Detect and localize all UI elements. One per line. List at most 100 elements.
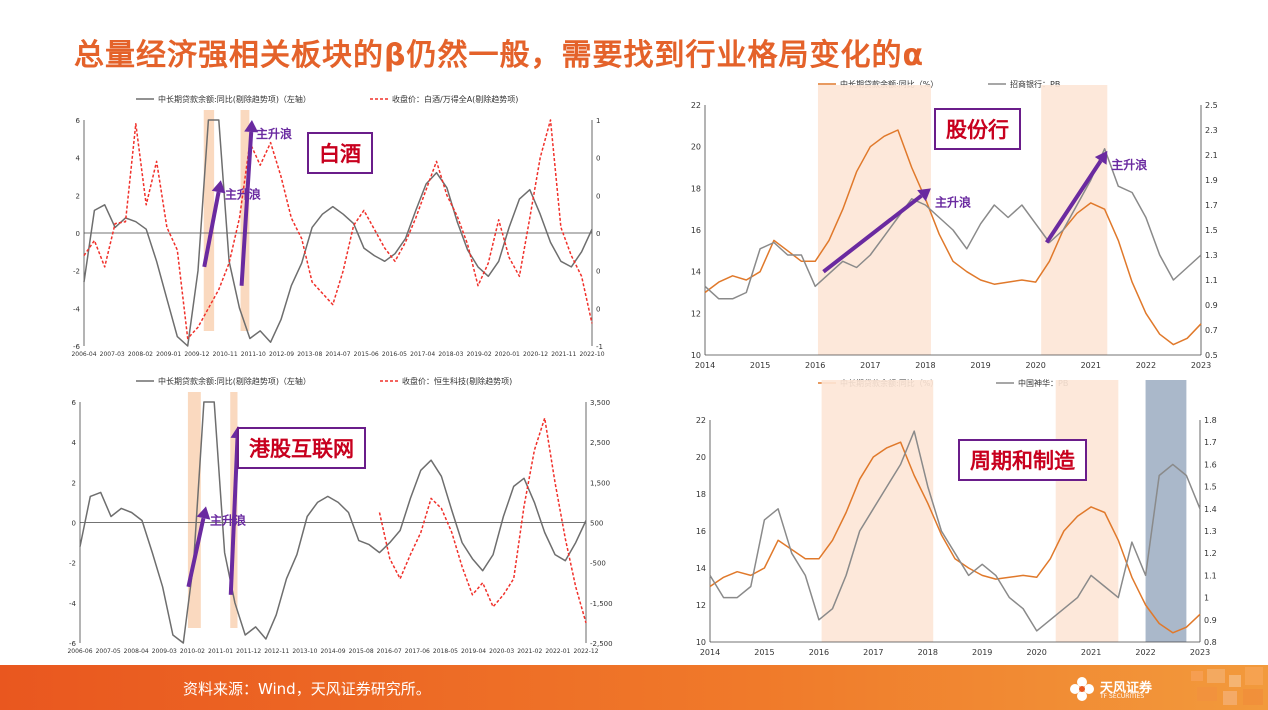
- baijiu-right-tick-1: 0: [596, 155, 600, 163]
- footer-bar: 资料来源：Wind，天风证券研究所。 天风证券 TF SECURITIES: [0, 665, 1268, 710]
- baijiu-left-tick-4: -2: [73, 268, 80, 276]
- bank-legend-label-0: 中长期贷款余额:同比（%）: [840, 79, 938, 89]
- gangu-left-tick-1: 4: [72, 439, 77, 447]
- baijiu-x-tick-10: 2015-06: [354, 351, 379, 358]
- gangu-x-tick-16: 2021-02: [517, 648, 542, 655]
- gangu-left-tick-3: 0: [72, 520, 76, 528]
- baijiu-right-tick-3: 0: [596, 230, 600, 238]
- gangu-x-tick-3: 2009-03: [152, 648, 177, 655]
- bank-trend-arrowhead-1: [1094, 150, 1108, 165]
- chart-bank-tag: 股份行: [934, 108, 1021, 150]
- gangu-trend-arrow-1: [228, 438, 240, 595]
- baijiu-x-tick-17: 2021-11: [551, 351, 576, 358]
- chart-baijiu-svg: 中长期贷款余额:同比(剔除趋势项)（左轴） 收盘价：白酒/万得全A(剔除趋势项) 6…: [71, 94, 604, 358]
- bank-right-tick-5: 1.5: [1205, 226, 1218, 235]
- bank-x-tick-2: 2016: [805, 361, 825, 370]
- bank-x-tick-1: 2015: [750, 361, 770, 370]
- cyclical-right-tick-4: 1.4: [1204, 505, 1217, 514]
- bank-x-tick-8: 2022: [1136, 361, 1156, 370]
- gangu-right-tick-6: -2,500: [590, 640, 613, 648]
- gangu-right-tick-1: 2,500: [590, 439, 610, 447]
- chart-gangu: 中长期贷款余额:同比(剔除趋势项)（左轴） 收盘价：恒生科技(剔除趋势项) 6 4 2 0…: [67, 375, 613, 660]
- cyclical-x-tick-9: 2023: [1190, 648, 1210, 657]
- cyclical-right-tick-2: 1.6: [1204, 460, 1217, 469]
- cyclical-right-tick-0: 1.8: [1204, 416, 1217, 425]
- bank-right-tick-10: 0.5: [1205, 351, 1218, 360]
- logo-name: 天风证券: [1100, 681, 1153, 696]
- gangu-x-tick-18: 2022-12: [573, 648, 598, 655]
- cyclical-right-tick-8: 1: [1204, 594, 1209, 603]
- bank-series-招商银行PB: [704, 148, 1202, 300]
- bank-shaded-region-0: [817, 85, 931, 355]
- chart-bank: 中长期贷款余额:同比（%） 招商银行：PB 22 20 18 16 14 12 10 2.5 2.3…: [678, 78, 1220, 373]
- gangu-legend-label-0: 中长期贷款余额:同比(剔除趋势项)（左轴）: [158, 376, 311, 386]
- cyclical-x-tick-8: 2022: [1135, 648, 1155, 657]
- bank-right-tick-4: 1.7: [1205, 201, 1218, 210]
- cyclical-left-tick-4: 14: [696, 564, 706, 573]
- baijiu-x-tick-13: 2018-03: [438, 351, 463, 358]
- baijiu-x-tick-8: 2013-08: [297, 351, 322, 358]
- cyclical-x-tick-4: 2018: [918, 648, 938, 657]
- cyclical-right-tick-7: 1.1: [1204, 571, 1217, 580]
- baijiu-trend-arrow-1: [239, 131, 254, 286]
- baijiu-left-tick-2: 2: [76, 192, 80, 200]
- gangu-right-tick-3: 500: [590, 520, 603, 528]
- gangu-trend-arrowhead-0: [196, 506, 211, 520]
- cyclical-x-tick-7: 2021: [1081, 648, 1101, 657]
- gangu-left-tick-2: 2: [72, 479, 76, 487]
- baijiu-right-tick-2: 0: [596, 192, 600, 200]
- baijiu-x-tick-18: 2022-10: [579, 351, 604, 358]
- gangu-x-tick-6: 2011-12: [236, 648, 261, 655]
- gangu-x-tick-2: 2008-04: [124, 648, 149, 655]
- bank-left-tick-5: 12: [691, 309, 701, 318]
- baijiu-x-tick-3: 2009-01: [156, 351, 181, 358]
- baijiu-right-tick-4: 0: [596, 268, 600, 276]
- bank-series-贷款同比: [704, 129, 1202, 346]
- bank-x-tick-7: 2021: [1081, 361, 1101, 370]
- baijiu-x-tick-12: 2017-04: [410, 351, 435, 358]
- bank-right-tick-8: 0.9: [1205, 301, 1218, 310]
- gangu-x-tick-7: 2012-11: [264, 648, 289, 655]
- baijiu-x-tick-5: 2010-11: [213, 351, 238, 358]
- bank-shaded-region-1: [1041, 85, 1108, 355]
- baijiu-left-tick-3: 0: [76, 230, 80, 238]
- baijiu-left-tick-5: -4: [73, 305, 81, 313]
- baijiu-arrow-label-0: 主升浪: [225, 186, 261, 201]
- flower-icon: [1070, 677, 1094, 701]
- chart-bank-svg: 中长期贷款余额:同比（%） 招商银行：PB222018161412102.52.3…: [691, 79, 1218, 370]
- baijiu-x-tick-4: 2009-12: [184, 351, 209, 358]
- source-note: 资料来源：Wind，天风证券研究所。: [183, 680, 431, 698]
- baijiu-x-tick-16: 2020-12: [523, 351, 548, 358]
- logo-subtitle: TF SECURITIES: [1100, 693, 1145, 700]
- cyclical-shaded-region-1: [1055, 380, 1119, 642]
- bank-right-tick-3: 1.9: [1205, 176, 1218, 185]
- gangu-left-tick-6: -6: [69, 640, 77, 648]
- bank-x-tick-9: 2023: [1191, 361, 1211, 370]
- gangu-left-tick-5: -4: [69, 600, 77, 608]
- cyclical-x-tick-5: 2019: [972, 648, 992, 657]
- gangu-x-tick-14: 2019-04: [461, 648, 486, 655]
- bank-left-tick-0: 22: [691, 101, 701, 110]
- baijiu-shaded-region-0: [203, 110, 215, 331]
- gangu-x-tick-5: 2011-01: [208, 648, 233, 655]
- gangu-left-tick-0: 6: [72, 399, 77, 407]
- gangu-legend-label-1: 收盘价：恒生科技(剔除趋势项): [402, 376, 512, 386]
- gangu-x-tick-1: 2007-05: [96, 648, 121, 655]
- bank-x-tick-5: 2019: [970, 361, 990, 370]
- bank-right-tick-9: 0.7: [1205, 326, 1218, 335]
- bank-right-tick-0: 2.5: [1205, 101, 1218, 110]
- bank-right-tick-2: 2.1: [1205, 151, 1218, 160]
- bank-left-tick-3: 16: [691, 226, 701, 235]
- bank-x-tick-0: 2014: [695, 361, 715, 370]
- cyclical-left-tick-2: 18: [696, 490, 706, 499]
- chart-baijiu: 中长期贷款余额:同比(剔除趋势项)（左轴） 收盘价：白酒/万得全A(剔除趋势项) 6…: [71, 88, 609, 363]
- bank-x-tick-6: 2020: [1025, 361, 1045, 370]
- cyclical-right-tick-10: 0.8: [1204, 638, 1217, 647]
- baijiu-legend-label-0: 中长期贷款余额:同比(剔除趋势项)（左轴）: [158, 94, 311, 104]
- gangu-right-tick-0: 3,500: [590, 399, 610, 407]
- baijiu-left-tick-1: 4: [76, 155, 81, 163]
- baijiu-legend-label-1: 收盘价：白酒/万得全A(剔除趋势项): [392, 94, 518, 104]
- baijiu-right-tick-5: 0: [596, 305, 600, 313]
- gangu-series-red: [378, 417, 587, 624]
- baijiu-x-tick-1: 2007-03: [100, 351, 125, 358]
